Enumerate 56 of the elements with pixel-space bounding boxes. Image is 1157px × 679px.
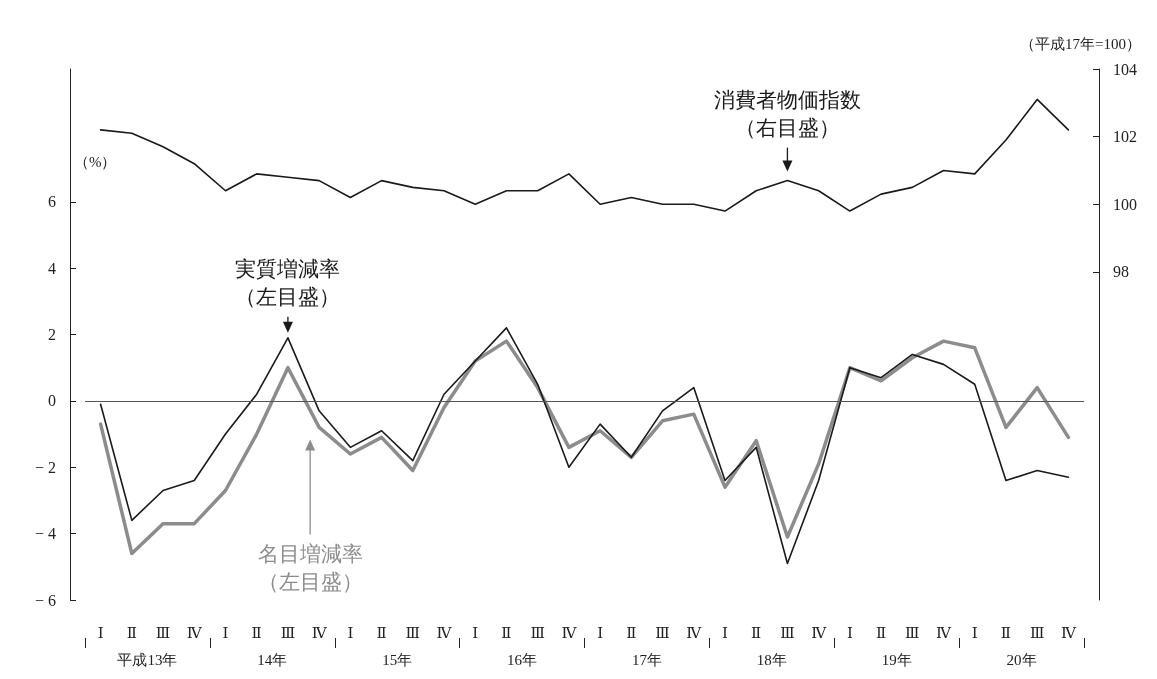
- x-tick-label: Ⅳ: [186, 624, 203, 641]
- x-tick-label: Ⅲ: [1029, 624, 1045, 641]
- y-tick-label: 0: [48, 392, 56, 410]
- x-tick-label: Ⅳ: [561, 624, 578, 641]
- x-tick-label: Ⅳ: [1060, 624, 1077, 641]
- y2-tick-label: 100: [1113, 195, 1137, 213]
- x-tick-label: Ⅲ: [155, 624, 171, 641]
- y-tick-label: − 2: [34, 458, 56, 476]
- x-tick-label: Ⅰ: [597, 624, 604, 641]
- x-tick-label: Ⅲ: [405, 624, 421, 641]
- x-tick-label: Ⅰ: [722, 624, 729, 641]
- text: 名目増減率（左目盛）: [257, 542, 363, 595]
- x-tick-label: Ⅱ: [751, 624, 762, 641]
- y2-tick-label: 104: [1113, 60, 1137, 78]
- y-tick-label: − 6: [34, 591, 56, 609]
- x-tick-label: Ⅱ: [875, 624, 887, 641]
- x-tick-label: Ⅲ: [530, 624, 545, 641]
- x-tick-label: Ⅱ: [126, 624, 137, 641]
- text: 19年: [881, 651, 912, 668]
- text: 15年: [382, 651, 413, 668]
- text: 20年: [1006, 651, 1037, 668]
- x-tick-label: Ⅰ: [222, 624, 229, 641]
- text: 16年: [507, 651, 538, 668]
- x-tick-label: Ⅳ: [811, 624, 828, 641]
- x-tick-label: Ⅳ: [311, 624, 328, 641]
- x-tick-label: Ⅰ: [971, 624, 978, 641]
- x-tick-label: Ⅰ: [347, 624, 354, 641]
- text: 17年: [631, 651, 662, 668]
- y2-tick-label: 98: [1113, 263, 1129, 281]
- y-axis-title: （%）: [74, 153, 117, 170]
- x-tick-label: Ⅲ: [780, 624, 795, 641]
- y-tick-label: 6: [48, 193, 56, 211]
- y-tick-label: − 4: [34, 525, 56, 543]
- y-tick-label: 4: [48, 259, 56, 277]
- x-tick-label: Ⅲ: [280, 624, 296, 641]
- y2-axis-title: （平成17年=100）: [1020, 35, 1141, 52]
- x-tick-label: Ⅳ: [686, 624, 703, 641]
- text: 平成13年: [117, 651, 178, 668]
- y-tick-label: 2: [48, 326, 56, 343]
- x-tick-label: Ⅱ: [376, 624, 387, 641]
- x-tick-label: Ⅳ: [936, 624, 953, 641]
- x-tick-label: Ⅱ: [251, 624, 262, 641]
- x-tick-label: Ⅳ: [436, 624, 453, 641]
- text: 14年: [257, 651, 288, 668]
- x-tick-label: Ⅰ: [97, 624, 104, 641]
- text: 18年: [756, 651, 787, 668]
- x-tick-label: Ⅲ: [655, 624, 670, 641]
- x-tick-label: Ⅱ: [626, 624, 637, 641]
- y2-tick-label: 102: [1113, 128, 1137, 146]
- x-tick-label: Ⅱ: [501, 624, 512, 641]
- text: 実質増減率（左目盛）: [235, 256, 341, 309]
- text: 消費者物価指数（右目盛）: [713, 87, 861, 140]
- x-tick-label: Ⅲ: [905, 624, 920, 641]
- x-tick-label: Ⅱ: [1000, 624, 1012, 641]
- x-tick-label: Ⅰ: [472, 624, 479, 641]
- x-tick-label: Ⅰ: [846, 624, 853, 641]
